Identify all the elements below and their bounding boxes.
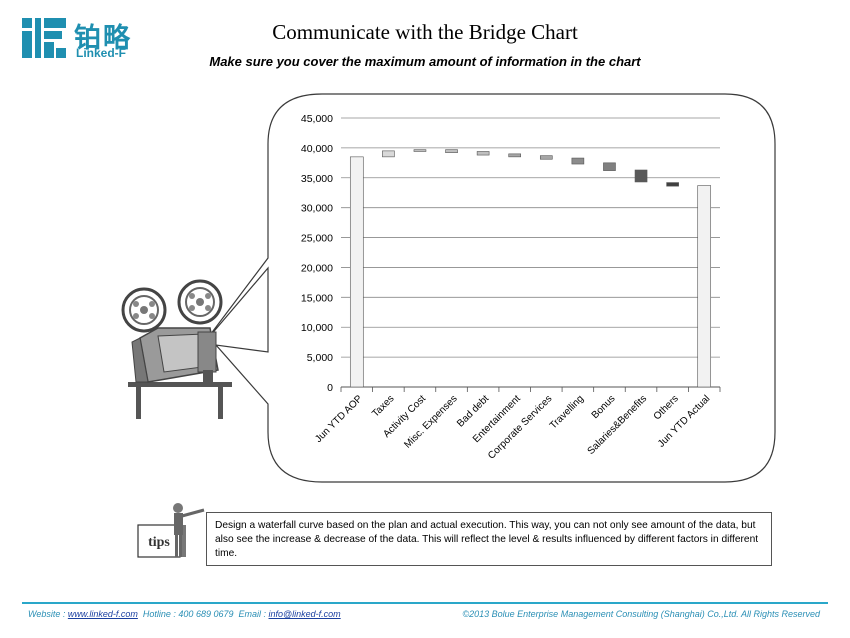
x-category-label: Jun YTD AOP (313, 393, 365, 445)
tips-text-box: Design a waterfall curve based on the pl… (206, 512, 772, 566)
bar-11 (697, 185, 712, 388)
website-label: Website : (28, 609, 68, 619)
email-label: Email : (238, 609, 269, 619)
presenter-icon (173, 503, 205, 557)
y-tick-label: 30,000 (301, 203, 333, 215)
company-logo: 铂略 Linked-F (22, 16, 172, 60)
x-category-label: Travelling (548, 393, 586, 431)
tips-label: tips (148, 535, 170, 550)
page-title: Communicate with the Bridge Chart (272, 20, 578, 44)
bar-8 (603, 162, 616, 171)
bar-10 (666, 182, 679, 187)
bar-7 (571, 157, 585, 165)
bar-1 (382, 150, 395, 158)
bar-2 (413, 149, 427, 152)
hotline-text: Hotline : 400 689 0679 (142, 609, 234, 619)
y-tick-label: 45,000 (301, 113, 333, 125)
logo-english-text: Linked-F (76, 46, 126, 60)
bar-0 (349, 156, 364, 388)
callout-illustration (121, 93, 776, 483)
projector-icon (121, 279, 232, 419)
y-tick-label: 0 (327, 382, 333, 394)
y-tick-label: 20,000 (301, 262, 333, 274)
callout-bubble (203, 93, 776, 483)
y-tick-label: 5,000 (307, 352, 333, 364)
footer-copyright: ©2013 Bolue Enterprise Management Consul… (462, 609, 821, 619)
logo-mark-icon (22, 18, 66, 58)
footer-divider (22, 602, 828, 604)
y-tick-label: 35,000 (301, 173, 333, 185)
bar-9 (634, 169, 648, 183)
x-category-label: Taxes (370, 393, 396, 419)
bar-6 (539, 155, 553, 160)
y-tick-label: 15,000 (301, 292, 333, 304)
email-link[interactable]: info@linked-f.com (268, 609, 341, 619)
page-subtitle: Make sure you cover the maximum amount o… (209, 54, 641, 69)
x-category-label: Others (652, 393, 681, 422)
logo-chinese-text: 铂略 (74, 23, 132, 54)
bar-5 (508, 153, 522, 158)
x-category-label: Bonus (590, 393, 618, 421)
tips-text: Design a waterfall curve based on the pl… (215, 520, 759, 559)
bar-4 (476, 151, 490, 156)
waterfall-chart: 0 5,000 10,000 15,000 20,000 25,000 30,000 35,0… (301, 113, 721, 462)
bar-3 (445, 149, 458, 153)
website-link[interactable]: www.linked-f.com (67, 609, 138, 619)
y-tick-label: 40,000 (301, 143, 333, 155)
tips-illustration: tips (137, 503, 205, 558)
y-tick-label: 10,000 (301, 322, 333, 334)
y-tick-label: 25,000 (301, 233, 333, 245)
footer-contact: Website : www.linked-f.com Hotline : 400… (28, 609, 341, 619)
x-category-label: Salaries&Benefits (586, 393, 650, 457)
